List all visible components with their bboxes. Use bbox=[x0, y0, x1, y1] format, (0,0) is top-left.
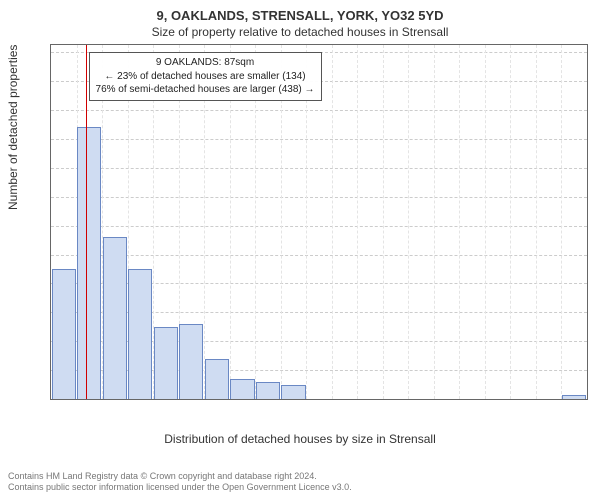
histogram-bar bbox=[205, 359, 229, 399]
y-tick-mark bbox=[50, 399, 51, 400]
y-tick-mark bbox=[50, 255, 51, 256]
x-tick-label: 140sqm bbox=[133, 399, 148, 400]
histogram-bar bbox=[230, 379, 254, 399]
x-tick-mark bbox=[498, 399, 499, 400]
gridline-vertical bbox=[459, 45, 460, 399]
x-tick-mark bbox=[242, 399, 243, 400]
footer-line-2: Contains public sector information licen… bbox=[8, 482, 592, 494]
x-tick-mark bbox=[574, 399, 575, 400]
x-tick-mark bbox=[472, 399, 473, 400]
x-tick-label: 358sqm bbox=[312, 399, 327, 400]
x-tick-label: 670sqm bbox=[567, 399, 582, 400]
gridline-horizontal bbox=[51, 197, 587, 198]
gridline-vertical bbox=[357, 45, 358, 399]
gridline-vertical bbox=[587, 45, 588, 399]
y-tick-mark bbox=[50, 81, 51, 82]
x-tick-mark bbox=[549, 399, 550, 400]
y-tick-mark bbox=[50, 168, 51, 169]
x-tick-label: 452sqm bbox=[388, 399, 403, 400]
gridline-vertical bbox=[510, 45, 511, 399]
x-axis-label: Distribution of detached houses by size … bbox=[0, 432, 600, 446]
page-title: 9, OAKLANDS, STRENSALL, YORK, YO32 5YD bbox=[0, 0, 600, 23]
footer: Contains HM Land Registry data © Crown c… bbox=[8, 471, 592, 494]
page-subtitle: Size of property relative to detached ho… bbox=[0, 23, 600, 39]
y-tick-mark bbox=[50, 139, 51, 140]
gridline-horizontal bbox=[51, 110, 587, 111]
x-tick-mark bbox=[421, 399, 422, 400]
x-tick-mark bbox=[89, 399, 90, 400]
annotation-line: ← 23% of detached houses are smaller (13… bbox=[96, 70, 315, 84]
x-tick-label: 202sqm bbox=[184, 399, 199, 400]
x-tick-mark bbox=[268, 399, 269, 400]
x-tick-label: 296sqm bbox=[260, 399, 275, 400]
x-tick-label: 77sqm bbox=[82, 399, 97, 400]
x-tick-label: 264sqm bbox=[235, 399, 250, 400]
footer-line-1: Contains HM Land Registry data © Crown c… bbox=[8, 471, 592, 483]
x-tick-mark bbox=[217, 399, 218, 400]
x-tick-mark bbox=[140, 399, 141, 400]
gridline-vertical bbox=[536, 45, 537, 399]
annotation-line: 9 OAKLANDS: 87sqm bbox=[96, 56, 315, 70]
x-tick-label: 233sqm bbox=[209, 399, 224, 400]
x-tick-label: 389sqm bbox=[337, 399, 352, 400]
histogram-bar bbox=[103, 237, 127, 399]
x-tick-label: 46sqm bbox=[56, 399, 71, 400]
gridline-horizontal bbox=[51, 139, 587, 140]
x-tick-label: 545sqm bbox=[465, 399, 480, 400]
plot-area: 02040608010012014016018020022024046sqm77… bbox=[50, 44, 588, 400]
gridline-vertical bbox=[332, 45, 333, 399]
x-tick-label: 483sqm bbox=[414, 399, 429, 400]
histogram-bar bbox=[281, 385, 305, 399]
histogram-bar bbox=[77, 127, 101, 399]
x-tick-mark bbox=[370, 399, 371, 400]
y-tick-mark bbox=[50, 110, 51, 111]
property-marker-line bbox=[86, 45, 87, 399]
y-tick-mark bbox=[50, 52, 51, 53]
y-tick-mark bbox=[50, 226, 51, 227]
x-tick-label: 108sqm bbox=[107, 399, 122, 400]
gridline-vertical bbox=[408, 45, 409, 399]
x-tick-mark bbox=[447, 399, 448, 400]
x-tick-label: 171sqm bbox=[158, 399, 173, 400]
gridline-horizontal bbox=[51, 168, 587, 169]
gridline-vertical bbox=[383, 45, 384, 399]
histogram-bar bbox=[52, 269, 76, 399]
y-axis-label: Number of detached properties bbox=[6, 45, 20, 210]
x-tick-mark bbox=[293, 399, 294, 400]
x-tick-label: 514sqm bbox=[439, 399, 454, 400]
x-tick-mark bbox=[396, 399, 397, 400]
y-tick-mark bbox=[50, 197, 51, 198]
x-tick-mark bbox=[191, 399, 192, 400]
x-tick-mark bbox=[345, 399, 346, 400]
x-tick-mark bbox=[64, 399, 65, 400]
x-tick-mark bbox=[319, 399, 320, 400]
x-tick-label: 420sqm bbox=[363, 399, 378, 400]
x-tick-mark bbox=[523, 399, 524, 400]
gridline-vertical bbox=[485, 45, 486, 399]
annotation-box: 9 OAKLANDS: 87sqm← 23% of detached house… bbox=[89, 52, 322, 101]
x-tick-label: 577sqm bbox=[490, 399, 505, 400]
gridline-horizontal bbox=[51, 255, 587, 256]
x-tick-label: 608sqm bbox=[516, 399, 531, 400]
chart-region: 02040608010012014016018020022024046sqm77… bbox=[50, 44, 588, 400]
histogram-bar bbox=[154, 327, 178, 399]
gridline-horizontal bbox=[51, 226, 587, 227]
x-tick-mark bbox=[166, 399, 167, 400]
histogram-bar bbox=[128, 269, 152, 399]
gridline-vertical bbox=[561, 45, 562, 399]
x-tick-label: 327sqm bbox=[286, 399, 301, 400]
histogram-bar bbox=[179, 324, 203, 399]
x-tick-label: 639sqm bbox=[541, 399, 556, 400]
histogram-bar bbox=[256, 382, 280, 399]
annotation-line: 76% of semi-detached houses are larger (… bbox=[96, 83, 315, 97]
gridline-vertical bbox=[434, 45, 435, 399]
x-tick-mark bbox=[115, 399, 116, 400]
